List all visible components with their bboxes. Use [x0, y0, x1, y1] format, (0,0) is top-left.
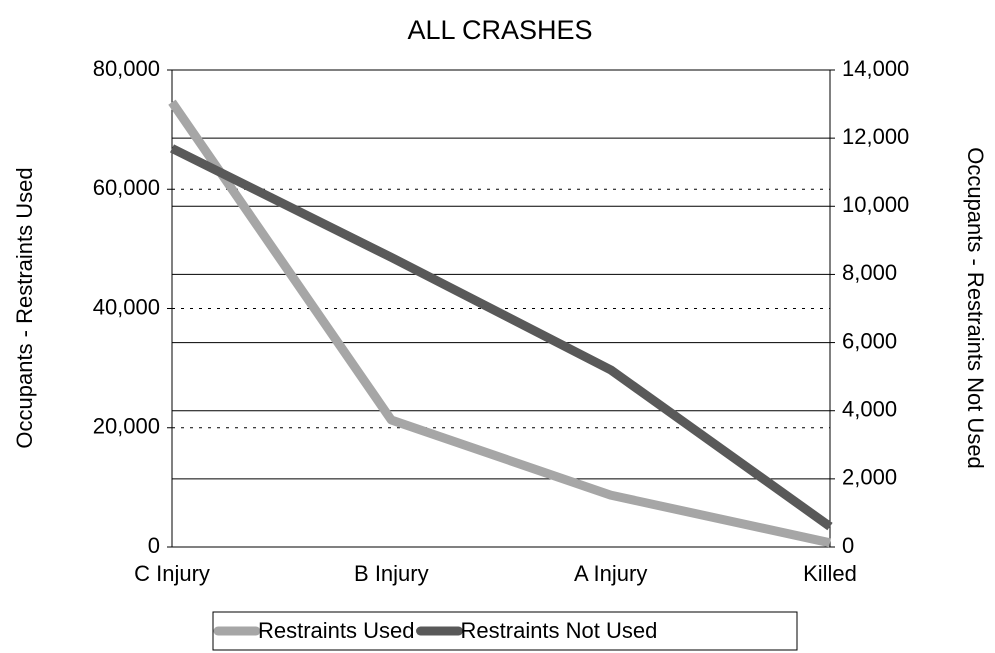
- chart-title: ALL CRASHES: [407, 15, 592, 45]
- x-tick-label: A Injury: [574, 561, 647, 586]
- legend-box: [212, 611, 798, 651]
- y2-tick-label: 6,000: [842, 328, 897, 353]
- line-series: [169, 144, 833, 531]
- y2-tick-label: 2,000: [842, 465, 897, 490]
- x-tick-label: B Injury: [354, 561, 429, 586]
- legend-label: Restraints Used: [258, 618, 415, 643]
- y-tick-label: 40,000: [93, 294, 160, 319]
- y2-tick-label: 14,000: [842, 56, 909, 81]
- x-tick-label: C Injury: [134, 561, 210, 586]
- y-axis-label: Occupants - Restraints Used: [12, 167, 37, 448]
- y-tick-label: 0: [148, 533, 160, 558]
- y2-tick-label: 4,000: [842, 397, 897, 422]
- legend-label: Restraints Not Used: [461, 618, 658, 643]
- y2-tick-label: 10,000: [842, 192, 909, 217]
- y2-tick-label: 12,000: [842, 124, 909, 149]
- y-tick-label: 20,000: [93, 414, 160, 439]
- y-tick-label: 80,000: [93, 56, 160, 81]
- y2-tick-label: 0: [842, 533, 854, 558]
- line-series: [168, 99, 831, 548]
- x-tick-label: Killed: [803, 561, 857, 586]
- y2-axis-label: Occupants - Restraints Not Used: [963, 147, 988, 469]
- plot-frame: [171, 69, 831, 548]
- y-tick-label: 60,000: [93, 175, 160, 200]
- y2-tick-label: 8,000: [842, 260, 897, 285]
